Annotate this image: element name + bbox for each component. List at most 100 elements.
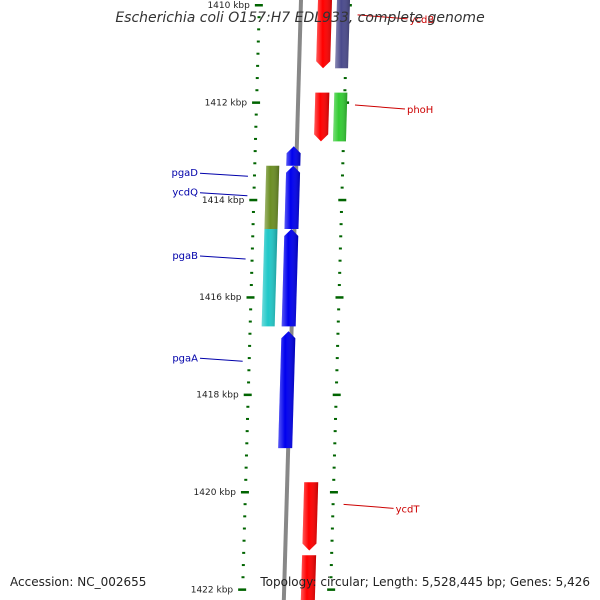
tick-layer: 1410 kbp 1412 kbp 1414 kbp 1416 kbp 1418 kbp…	[191, 1, 352, 595]
gene-arrow-shade	[316, 0, 332, 69]
minor-tick	[335, 381, 339, 384]
gene-label-leader	[357, 14, 408, 20]
minor-tick	[244, 466, 248, 469]
minor-tick	[254, 137, 258, 140]
minor-tick	[339, 235, 343, 238]
gene-pgaB[interactable]	[281, 229, 299, 327]
minor-tick	[336, 344, 340, 347]
minor-tick	[252, 186, 256, 189]
gene-layer	[278, 0, 332, 600]
minor-tick	[337, 308, 341, 311]
gene-pgaA[interactable]	[278, 331, 296, 449]
minor-tick	[243, 503, 247, 506]
minor-tick	[246, 405, 250, 408]
minor-tick	[241, 564, 245, 567]
genome-summary-text: Topology: circular; Length: 5,528,445 bp…	[260, 575, 590, 589]
gene-pgaD[interactable]	[286, 146, 301, 166]
minor-tick	[338, 247, 342, 250]
gene-label-leader	[343, 503, 394, 509]
gene-next-gene[interactable]	[300, 555, 317, 600]
tick-label: 1418 kbp	[196, 391, 239, 401]
tick-label: 1414 kbp	[202, 196, 245, 206]
minor-tick	[330, 551, 334, 554]
major-tick	[243, 393, 252, 397]
gene-label[interactable]: ycdB	[410, 15, 435, 26]
gene-arrow-shade	[300, 555, 317, 600]
gene-ycdB[interactable]	[316, 0, 332, 69]
minor-tick	[248, 320, 252, 323]
minor-tick	[334, 417, 338, 420]
tick-label: 1412 kbp	[205, 98, 248, 108]
minor-tick	[330, 527, 334, 530]
minor-tick	[330, 539, 334, 542]
gene-ycdQ[interactable]	[284, 165, 301, 230]
minor-tick	[338, 271, 342, 274]
gene-arrow-shade	[286, 146, 301, 166]
minor-tick	[338, 259, 342, 262]
tick-label: 1410 kbp	[207, 1, 250, 11]
minor-tick	[255, 89, 259, 92]
major-tick	[329, 491, 338, 494]
minor-tick	[251, 235, 255, 238]
minor-tick	[246, 417, 250, 420]
gene-label-leader	[199, 357, 243, 362]
minor-tick	[335, 357, 339, 360]
major-tick	[240, 491, 249, 494]
tick-label: 1416 kbp	[199, 293, 242, 303]
minor-tick	[337, 284, 341, 287]
minor-tick	[251, 223, 255, 226]
minor-tick	[332, 466, 336, 469]
minor-tick	[331, 515, 335, 518]
cog-block-shade	[332, 92, 348, 142]
gene-label[interactable]: pgaA	[172, 353, 198, 364]
minor-tick	[343, 89, 347, 92]
minor-tick	[256, 52, 260, 55]
gene-phoH[interactable]	[314, 92, 330, 142]
gene-label-layer: ycdB phoH pgaD ycdQ pgaB pgaA ycdT	[171, 14, 435, 515]
minor-tick	[331, 503, 335, 506]
minor-tick	[253, 162, 257, 165]
minor-tick	[254, 125, 258, 128]
minor-tick	[249, 308, 253, 311]
gene-arrow-shade	[281, 229, 299, 327]
minor-tick	[339, 223, 343, 226]
minor-tick	[242, 527, 246, 530]
gene-label-leader	[199, 255, 246, 260]
gene-label[interactable]: ycdQ	[172, 188, 198, 199]
cog-block-shade	[264, 165, 280, 230]
minor-tick	[247, 381, 251, 384]
gene-label-leader	[199, 192, 248, 197]
major-tick	[338, 198, 347, 202]
minor-tick	[256, 40, 260, 43]
cog-block-shade	[261, 229, 278, 327]
minor-tick	[336, 320, 340, 323]
gene-label[interactable]: pgaD	[171, 168, 198, 179]
gene-label[interactable]: pgaB	[172, 251, 198, 262]
minor-tick	[254, 113, 258, 116]
minor-tick	[329, 576, 333, 579]
minor-tick	[340, 186, 344, 189]
minor-tick	[241, 576, 245, 579]
minor-tick	[329, 564, 333, 567]
major-tick	[332, 393, 341, 397]
minor-tick	[333, 430, 337, 433]
minor-tick	[251, 210, 255, 213]
minor-tick	[250, 247, 254, 250]
minor-tick	[252, 174, 256, 177]
minor-tick	[244, 478, 248, 481]
tick-label: 1422 kbp	[191, 585, 234, 595]
gene-label[interactable]: ycdT	[396, 504, 421, 515]
minor-tick	[245, 442, 249, 445]
minor-tick	[247, 369, 251, 372]
gene-label[interactable]: phoH	[407, 105, 433, 116]
minor-tick	[242, 551, 246, 554]
major-tick	[246, 296, 255, 299]
minor-tick	[245, 430, 249, 433]
gene-ycdT[interactable]	[302, 482, 319, 551]
minor-tick	[243, 515, 247, 518]
minor-tick	[256, 64, 260, 67]
major-tick	[335, 296, 344, 299]
minor-tick	[242, 539, 246, 542]
